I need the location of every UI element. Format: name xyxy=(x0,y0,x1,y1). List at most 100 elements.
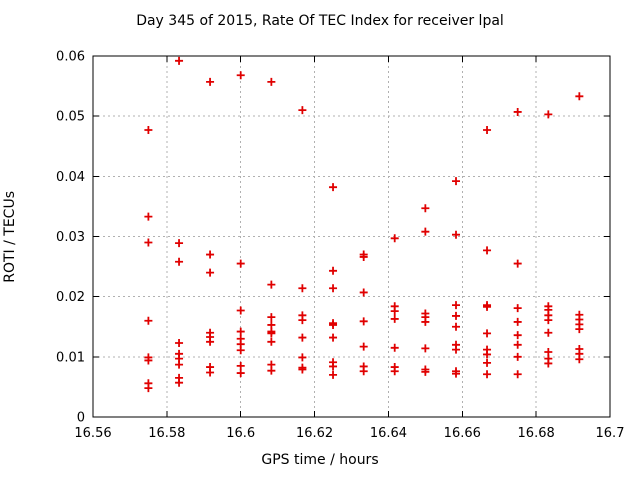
data-point-marker xyxy=(390,367,399,376)
data-point-marker xyxy=(175,257,184,266)
data-point-marker xyxy=(329,183,338,192)
data-point-marker xyxy=(483,246,492,255)
data-point-marker xyxy=(421,344,430,353)
data-point-marker xyxy=(452,345,461,354)
y-tick-label: 0.05 xyxy=(56,110,85,125)
x-tick-label: 16.62 xyxy=(296,426,333,441)
y-tick-label: 0.03 xyxy=(56,230,85,245)
data-point-marker xyxy=(329,284,338,293)
data-point-marker xyxy=(575,325,584,334)
data-point-marker xyxy=(544,110,553,119)
data-point-marker xyxy=(236,361,245,370)
data-point-marker xyxy=(298,365,307,374)
x-tick-label: 16.64 xyxy=(370,426,407,441)
data-point-marker xyxy=(513,331,522,340)
data-point-marker xyxy=(267,366,276,375)
data-point-marker xyxy=(298,316,307,325)
data-point-marker xyxy=(144,238,153,247)
data-point-marker xyxy=(575,92,584,101)
data-point-marker xyxy=(421,227,430,236)
y-tick-label: 0 xyxy=(77,411,85,426)
data-point-marker xyxy=(175,360,184,369)
data-point-marker xyxy=(236,327,245,336)
data-point-marker xyxy=(175,56,184,65)
y-tick-label: 0.02 xyxy=(56,290,85,305)
data-point-marker xyxy=(421,204,430,213)
data-point-marker xyxy=(206,77,215,86)
data-point-marker xyxy=(390,307,399,316)
data-point-marker xyxy=(452,322,461,331)
data-point-marker xyxy=(483,358,492,367)
data-point-marker xyxy=(513,370,522,379)
data-point-marker xyxy=(513,259,522,268)
data-point-marker xyxy=(513,352,522,361)
data-point-marker xyxy=(513,340,522,349)
data-point-marker xyxy=(298,353,307,362)
chart-title: Day 345 of 2015, Rate Of TEC Index for r… xyxy=(136,13,504,29)
x-axis-label: GPS time / hours xyxy=(261,452,379,468)
data-point-marker xyxy=(359,317,368,326)
data-point-marker xyxy=(452,301,461,310)
data-point-marker xyxy=(329,362,338,371)
data-point-marker xyxy=(175,378,184,387)
y-tick-label: 0.04 xyxy=(56,170,85,185)
data-point-marker xyxy=(144,212,153,221)
x-tick-label: 16.6 xyxy=(226,426,255,441)
data-point-marker xyxy=(421,367,430,376)
data-point-marker xyxy=(267,280,276,289)
data-point-marker xyxy=(359,252,368,261)
data-point-marker xyxy=(144,384,153,393)
data-point-marker xyxy=(144,356,153,365)
data-point-marker xyxy=(390,314,399,323)
data-point-marker xyxy=(359,342,368,351)
data-point-marker xyxy=(483,350,492,359)
data-point-marker xyxy=(206,250,215,259)
data-point-marker xyxy=(359,288,368,297)
data-point-marker xyxy=(236,259,245,268)
data-point-marker xyxy=(421,317,430,326)
data-point-marker xyxy=(267,329,276,338)
data-point-marker xyxy=(329,266,338,275)
data-point-marker xyxy=(267,337,276,346)
data-point-marker xyxy=(144,316,153,325)
data-point-marker xyxy=(298,106,307,115)
data-point-marker xyxy=(206,337,215,346)
y-tick-label: 0.01 xyxy=(56,350,85,365)
data-point-marker xyxy=(483,302,492,311)
data-point-marker xyxy=(206,368,215,377)
data-point-marker xyxy=(483,126,492,135)
data-point-marker xyxy=(390,343,399,352)
data-point-marker xyxy=(513,304,522,313)
data-point-marker xyxy=(175,239,184,248)
data-point-marker xyxy=(236,369,245,378)
data-point-marker xyxy=(175,338,184,347)
data-point-marker xyxy=(452,230,461,239)
data-point-marker xyxy=(452,311,461,320)
data-point-marker xyxy=(206,268,215,277)
data-point-marker xyxy=(329,333,338,342)
x-tick-label: 16.68 xyxy=(518,426,555,441)
x-tick-label: 16.7 xyxy=(596,426,625,441)
data-point-marker xyxy=(483,370,492,379)
data-point-marker xyxy=(329,370,338,379)
data-point-marker xyxy=(544,359,553,368)
x-tick-label: 16.58 xyxy=(148,426,185,441)
data-point-marker xyxy=(452,177,461,186)
data-point-marker xyxy=(267,77,276,86)
data-point-marker xyxy=(298,333,307,342)
data-point-marker xyxy=(544,316,553,325)
data-point-marker xyxy=(483,329,492,338)
data-point-marker xyxy=(144,126,153,135)
data-point-marker xyxy=(359,367,368,376)
data-point-marker xyxy=(544,328,553,337)
data-point-marker xyxy=(452,369,461,378)
x-tick-label: 16.66 xyxy=(444,426,481,441)
y-tick-label: 0.06 xyxy=(56,50,85,65)
data-point-marker xyxy=(236,306,245,315)
data-point-marker xyxy=(267,313,276,322)
data-point-marker xyxy=(236,346,245,355)
data-point-marker xyxy=(329,320,338,329)
data-point-marker xyxy=(513,107,522,116)
